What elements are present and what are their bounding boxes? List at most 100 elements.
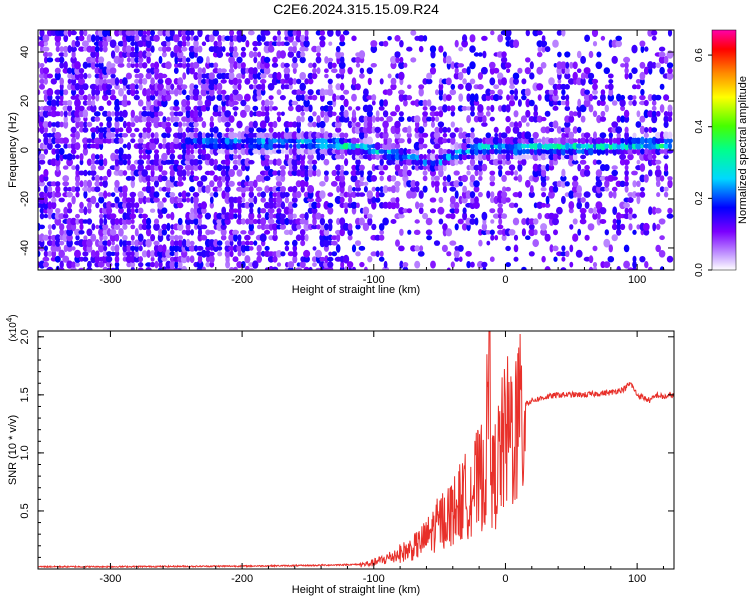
- heatmap-cell: [261, 99, 266, 107]
- heatmap-cell: [533, 138, 539, 144]
- heatmap-cell: [209, 115, 214, 123]
- heatmap-cell: [514, 94, 518, 101]
- heatmap-cell: [320, 223, 325, 231]
- heatmap-cell: [327, 206, 334, 215]
- heatmap-cell: [474, 196, 479, 204]
- heatmap-cell: [292, 121, 298, 128]
- heatmap-cell: [190, 196, 195, 204]
- heatmap-cell: [450, 83, 456, 90]
- heatmap-cell: [481, 122, 488, 127]
- heatmap-cell: [592, 265, 598, 270]
- heatmap-cell: [161, 120, 168, 129]
- heatmap-cell: [339, 137, 346, 145]
- heatmap-cell: [303, 266, 310, 270]
- heatmap-cell: [580, 77, 586, 86]
- heatmap-cell: [130, 219, 135, 224]
- heatmap-cell: [54, 89, 62, 95]
- heatmap-cell: [264, 164, 271, 171]
- heatmap-cell: [338, 61, 346, 69]
- heatmap-cell: [485, 88, 492, 96]
- heatmap-cell: [95, 34, 100, 43]
- heatmap-cell: [537, 94, 542, 101]
- heatmap-cell: [631, 170, 638, 176]
- heatmap-cell: [611, 176, 618, 181]
- heatmap-cell: [150, 62, 156, 68]
- heatmap-cell: [185, 35, 191, 42]
- heatmap-cell: [50, 99, 57, 107]
- heatmap-cell: [260, 174, 266, 183]
- heatmap-cell: [465, 137, 472, 144]
- heatmap-cell: [134, 249, 139, 258]
- heatmap-cell: [608, 191, 614, 199]
- heatmap-cell: [299, 179, 306, 188]
- heatmap-cell: [395, 197, 400, 203]
- heatmap-cell: [568, 208, 574, 214]
- heatmap-cell: [283, 67, 291, 75]
- heatmap-cell: [244, 234, 251, 241]
- heatmap-cell: [209, 126, 214, 133]
- heatmap-cell: [465, 82, 472, 92]
- heatmap-cell: [47, 132, 53, 138]
- heatmap-cell: [67, 111, 72, 117]
- heatmap-cell: [565, 141, 570, 151]
- heatmap-cell: [66, 238, 73, 248]
- heatmap-cell: [129, 132, 136, 138]
- heatmap-cell: [528, 191, 535, 199]
- heatmap-cell: [537, 142, 543, 150]
- heatmap-cell: [308, 104, 313, 113]
- heatmap-cell: [130, 88, 136, 97]
- heatmap-cell: [438, 87, 444, 97]
- heatmap-cell: [98, 213, 104, 219]
- heatmap-cell: [268, 168, 275, 178]
- heatmap-cell: [260, 34, 266, 42]
- heatmap-cell: [351, 164, 357, 171]
- heatmap-cell: [323, 170, 329, 176]
- heatmap-cell: [79, 72, 84, 80]
- heatmap-cell: [90, 116, 96, 122]
- heatmap-cell: [189, 255, 195, 263]
- heatmap-cell: [106, 116, 113, 123]
- heatmap-cell: [374, 126, 382, 134]
- heatmap-cell: [640, 148, 645, 155]
- heatmap-cell: [190, 164, 195, 172]
- heatmap-cell: [75, 131, 80, 140]
- heatmap-cell: [560, 175, 567, 182]
- heatmap-cell: [489, 256, 495, 263]
- heatmap-cell: [228, 196, 235, 204]
- heatmap-cell: [567, 78, 575, 85]
- heatmap-cell: [639, 191, 646, 198]
- heatmap-cell: [272, 255, 278, 263]
- heatmap-cell: [98, 56, 105, 64]
- heatmap-cell: [596, 217, 602, 226]
- heatmap-cell: [248, 121, 254, 128]
- heatmap-cell: [169, 174, 175, 183]
- heatmap-cell: [636, 195, 641, 205]
- heatmap-cell: [276, 262, 282, 267]
- heatmap-cell: [118, 56, 124, 64]
- heatmap-cell: [264, 110, 270, 117]
- heatmap-cell: [512, 192, 520, 198]
- heatmap-cell: [272, 35, 278, 42]
- heatmap-cell: [521, 78, 527, 85]
- heatmap-cell: [177, 111, 184, 117]
- heatmap-cell: [663, 191, 669, 198]
- heatmap-cell: [271, 77, 279, 86]
- heatmap-cell: [276, 89, 282, 96]
- heatmap-cell: [398, 213, 405, 219]
- heatmap-cell: [433, 143, 441, 150]
- heatmap-cell: [206, 56, 210, 64]
- heatmap-cell: [604, 138, 610, 144]
- heatmap-cell: [299, 89, 306, 95]
- heatmap-cell: [544, 202, 551, 208]
- heatmap-cell: [390, 83, 397, 91]
- colorbar: 0.00.20.40.6 Normalized spectral amplitu…: [694, 29, 749, 277]
- heatmap-cell: [583, 132, 591, 139]
- heatmap-cell: [161, 132, 168, 139]
- heatmap-cell: [232, 84, 239, 90]
- heatmap-cell: [517, 137, 523, 144]
- heatmap-cell: [564, 67, 570, 75]
- heatmap-cell: [75, 154, 80, 160]
- heatmap-cell: [478, 175, 483, 181]
- heatmap-cell: [284, 126, 289, 133]
- heatmap-cell: [304, 35, 309, 42]
